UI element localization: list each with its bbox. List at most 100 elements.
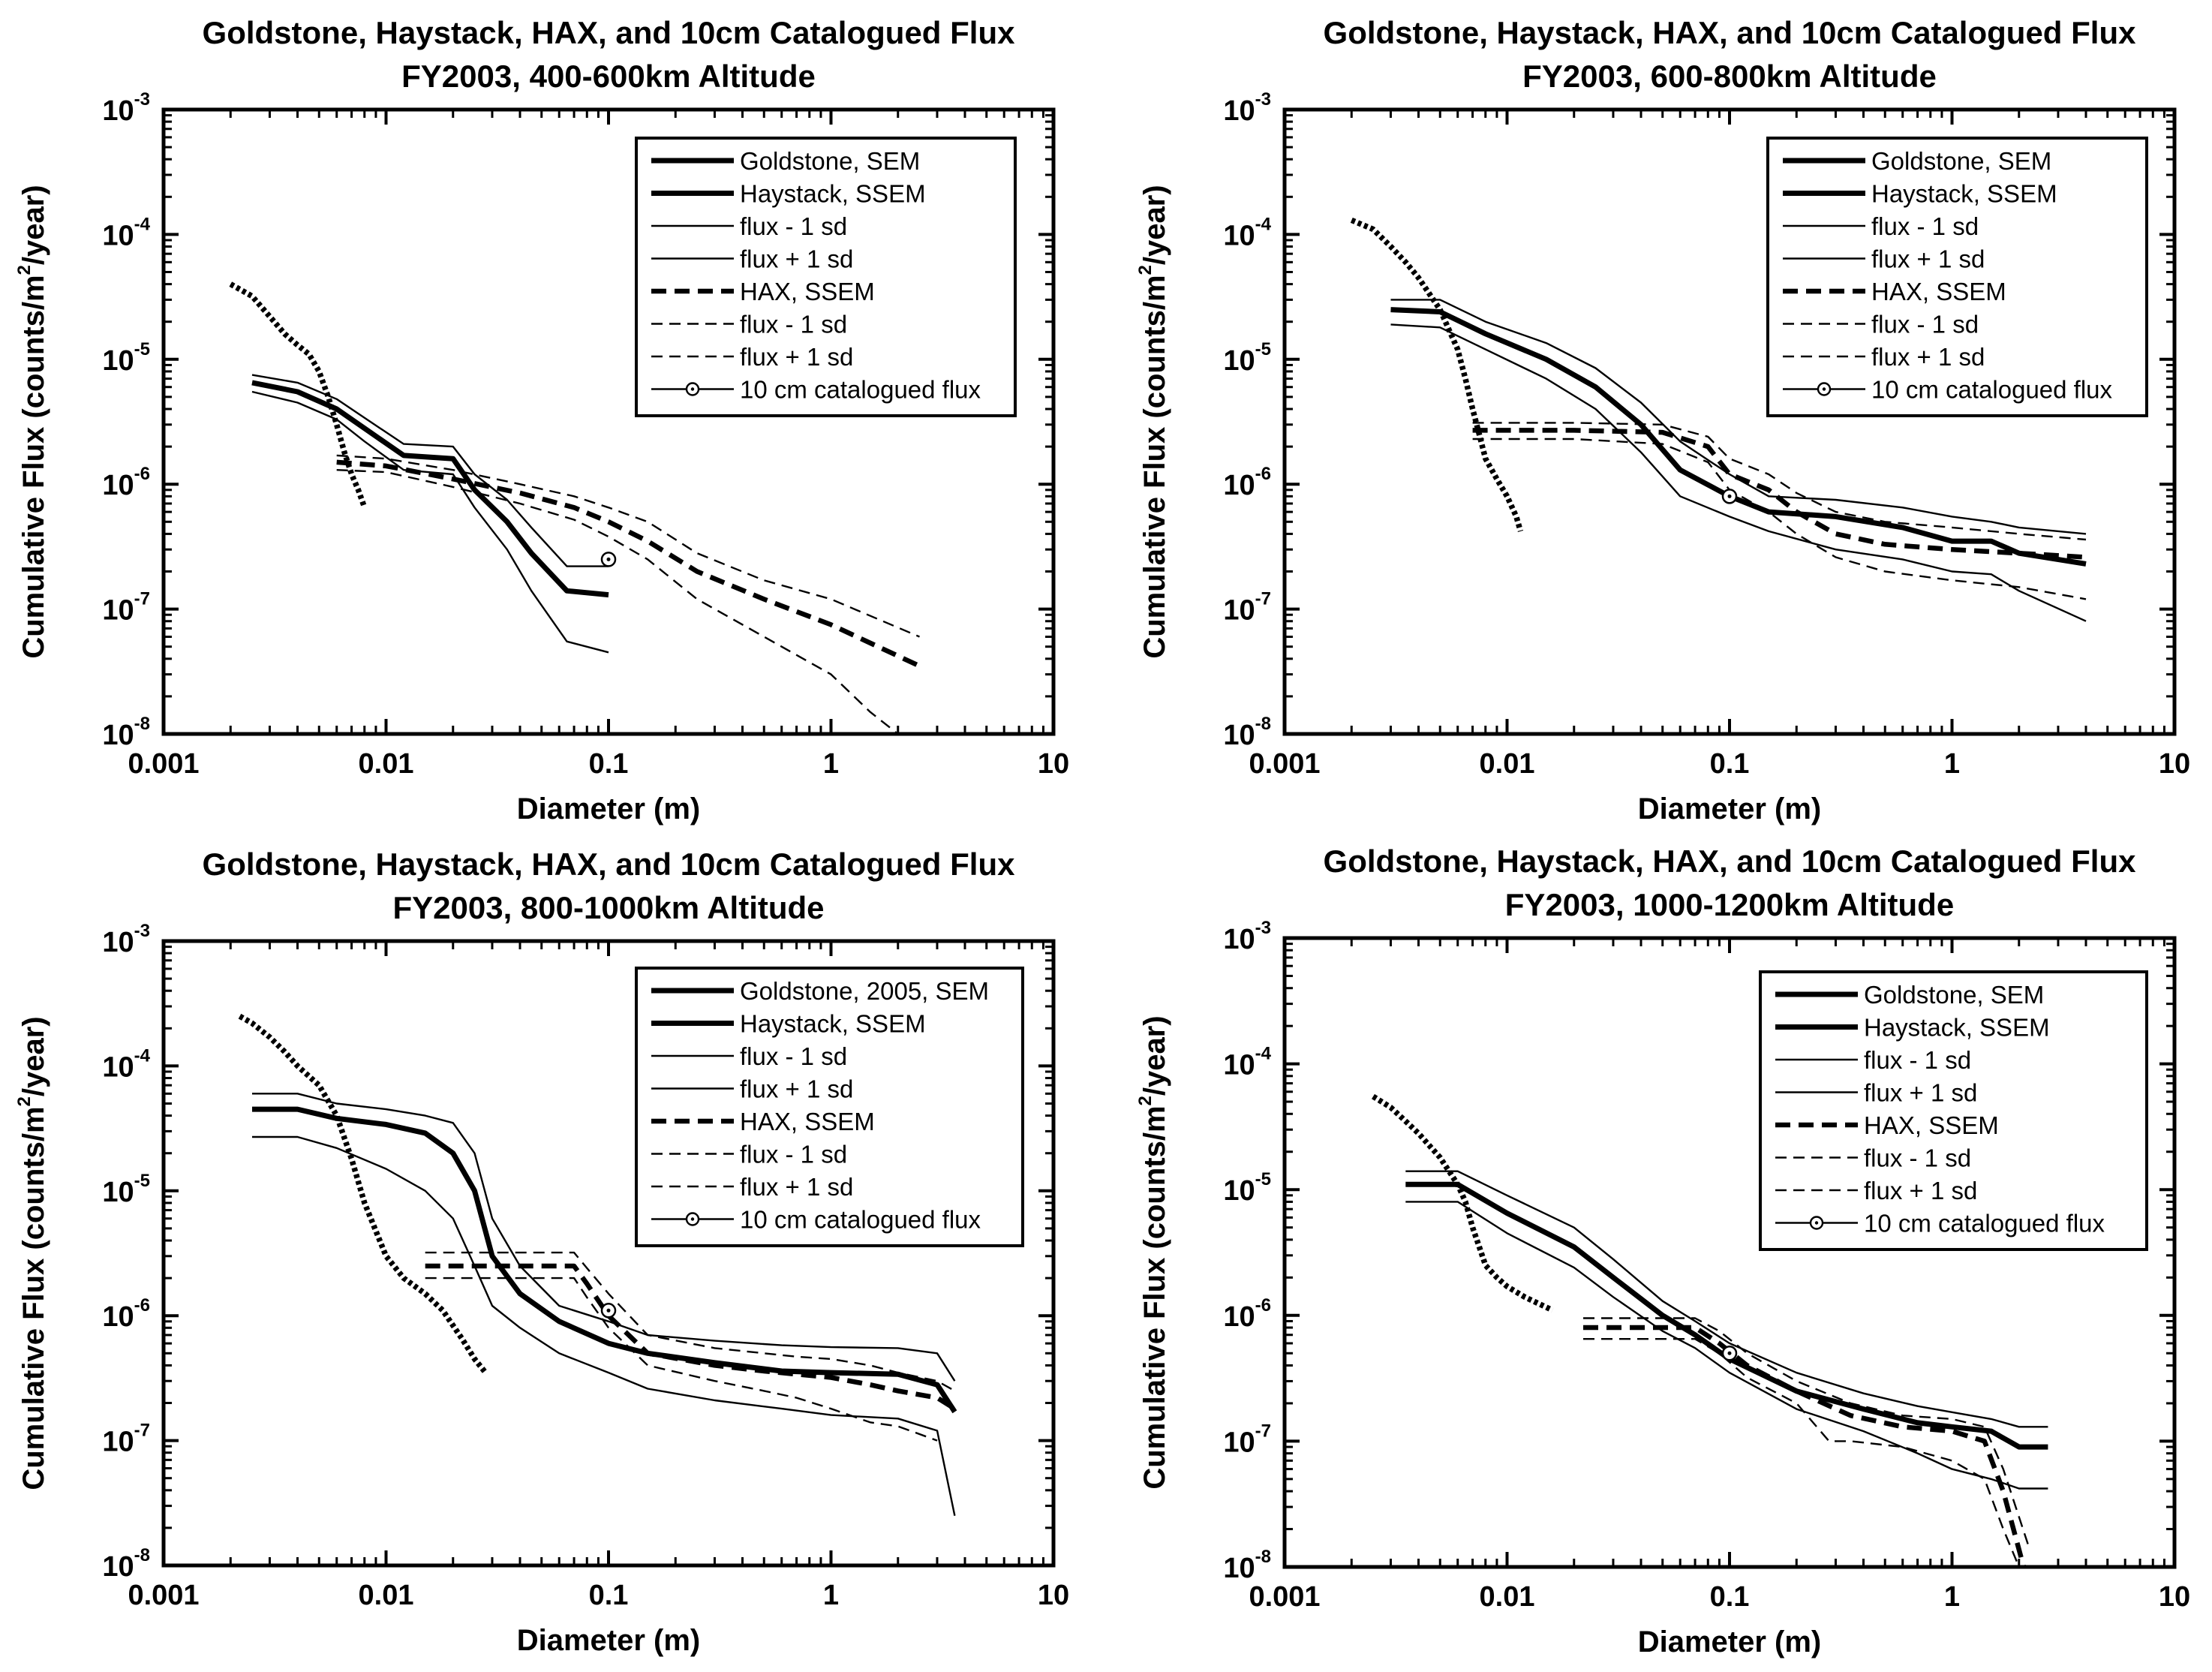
y-tick-label: 10-5 [1223,339,1271,377]
legend: Goldstone, SEM Haystack, SSEM flux - 1 sd f… [635,137,1017,417]
legend-entry-label: 10 cm catalogued flux [740,376,981,404]
series-line-gold [238,1013,488,1375]
x-tick-label: 0.1 [1710,1581,1750,1613]
series-line-haxsd [336,454,920,638]
series-line-main [251,380,609,598]
y-axis-label: Cumulative Flux (counts/m2/year) [14,1016,50,1490]
y-tick-label: 10-4 [102,214,150,251]
legend-entry-label: flux + 1 sd [1864,1177,1977,1204]
series-line-hax [425,1263,957,1411]
series-line-thin [252,1093,956,1382]
y-tick-label: 10-6 [102,1295,150,1333]
x-tick-label: 1 [1944,748,1960,780]
x-tick-label: 10 [1038,1580,1069,1611]
legend-entry-label: Goldstone, SEM [740,147,920,175]
legend-entry-label: Haystack, SSEM [1871,180,2057,208]
legend-entry-label: flux - 1 sd [740,212,847,240]
chart-panel-3: Goldstone, Haystack, HAX, and 10cm Catal… [14,847,1069,1657]
x-tick-label: 1 [1944,1581,1960,1613]
legend-entry-label: flux - 1 sd [740,1042,847,1070]
series-line-gold [1350,217,1524,532]
legend-entry-label: Haystack, SSEM [740,180,926,208]
x-axis-label: Diameter (m) [517,792,701,825]
series-line-thin [252,1135,956,1517]
y-tick-label: 10-5 [102,1171,150,1208]
x-axis-label: Diameter (m) [1638,792,1822,825]
plot-frame [1282,936,2177,1569]
chart-title-line: Goldstone, Haystack, HAX, and 10cm Catal… [203,847,1016,882]
legend-entry-label: flux - 1 sd [1864,1144,1971,1172]
y-tick-label: 10-4 [1223,1044,1271,1081]
legend-entry-label: Haystack, SSEM [1864,1014,2050,1042]
series-line-hax [336,459,921,669]
catalogued-flux-marker [1721,1346,1738,1361]
chart-title-line: Goldstone, Haystack, HAX, and 10cm Catal… [1324,15,2137,50]
legend-entry-label: 10 cm catalogued flux [1864,1210,2105,1237]
legend-entry-label: HAX, SSEM [1871,278,2006,305]
x-axis-label: Diameter (m) [1638,1625,1822,1658]
x-axis-label: Diameter (m) [517,1624,701,1657]
legend-entry-label: flux - 1 sd [740,311,847,338]
x-tick-label: 0.001 [1249,1581,1320,1613]
x-tick-label: 0.001 [128,1580,199,1611]
series-line-haxsd [1472,422,2087,541]
y-tick-label: 10-3 [102,921,150,958]
series-line-haxsd [1583,1317,2030,1545]
series-line-thin [251,374,609,567]
y-tick-label: 10-8 [102,1545,150,1583]
chart-title-line: Goldstone, Haystack, HAX, and 10cm Catal… [1324,844,2137,879]
y-axis-label: Cumulative Flux (counts/m2/year) [1135,1015,1171,1489]
x-tick-label: 1 [823,1580,839,1611]
series-line-haxsd [336,469,899,735]
y-tick-label: 10-5 [102,339,150,377]
y-tick-label: 10-4 [1223,214,1271,251]
legend-entry-label: HAX, SSEM [1864,1111,1999,1139]
legend-entry-label: Goldstone, SEM [1864,981,2044,1009]
legend-entry-label: flux + 1 sd [740,245,853,273]
legend: Goldstone, 2005, SEM Haystack, SSEM flux -… [635,967,1024,1247]
x-tick-label: 0.1 [589,748,629,780]
legend-entry-label: Goldstone, 2005, SEM [740,977,989,1005]
series-line-hax [1472,428,2087,560]
x-tick-label: 10 [1038,748,1069,780]
catalogued-flux-marker [1721,489,1738,504]
y-tick-label: 10-7 [102,589,150,627]
plot-frame [1282,107,2177,736]
x-tick-label: 10 [2159,748,2190,780]
series-line-thin [251,390,609,654]
catalogued-flux-marker [600,1303,617,1319]
data-series [238,1013,957,1517]
series-line-gold [229,281,368,509]
x-tick-label: 0.001 [128,748,199,780]
legend-entry-label: HAX, SSEM [740,1108,875,1135]
x-tick-label: 0.01 [1480,1581,1535,1613]
y-tick-label: 10-6 [1223,464,1271,501]
legend-entry-label: flux + 1 sd [740,1075,853,1103]
chart-panel-4: Goldstone, Haystack, HAX, and 10cm Catal… [1135,844,2190,1658]
legend: Goldstone, SEM Haystack, SSEM flux - 1 sd f… [1766,137,2148,417]
series-line-haxsd [1583,1338,2020,1568]
series-line-thin [1390,323,2087,622]
y-tick-label: 10-8 [1223,714,1271,751]
chart-panel-1: Goldstone, Haystack, HAX, and 10cm Catal… [14,15,1069,825]
legend-entry-label: flux + 1 sd [1871,343,1985,371]
legend: Goldstone, SEM Haystack, SSEM flux - 1 sd f… [1759,970,2148,1251]
legend-entry-label: 10 cm catalogued flux [1871,376,2113,404]
plot-frame [161,107,1056,736]
x-tick-label: 10 [2159,1581,2190,1613]
chart-title-line: FY2003, 600-800km Altitude [1522,59,1937,94]
legend-entry-label: flux + 1 sd [1864,1079,1977,1107]
y-tick-label: 10-3 [102,89,150,127]
y-tick-label: 10-5 [1223,1169,1271,1207]
legend-entry-label: Goldstone, SEM [1871,147,2051,175]
y-tick-label: 10-6 [1223,1295,1271,1333]
x-tick-label: 0.01 [359,748,414,780]
catalogued-flux-marker [600,552,617,567]
y-tick-label: 10-7 [1223,589,1271,627]
legend-entry-label: flux + 1 sd [740,343,853,371]
legend-entry-label: flux + 1 sd [740,1173,853,1201]
chart-title-line: FY2003, 1000-1200km Altitude [1505,887,1954,922]
series-line-haxsd [425,1251,955,1392]
legend-entry-label: flux - 1 sd [1871,212,1979,240]
